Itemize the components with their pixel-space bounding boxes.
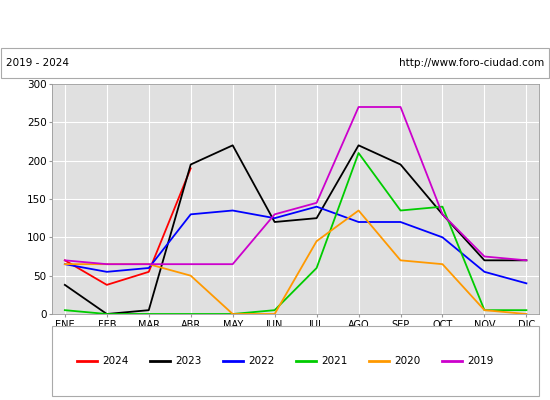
Text: http://www.foro-ciudad.com: http://www.foro-ciudad.com: [399, 58, 544, 68]
FancyBboxPatch shape: [1, 48, 549, 78]
Text: 2022: 2022: [248, 356, 274, 366]
Text: 2019: 2019: [467, 356, 493, 366]
Text: 2024: 2024: [102, 356, 128, 366]
Text: Evolucion Nº Turistas Extranjeros en el municipio de Nuévalos: Evolucion Nº Turistas Extranjeros en el …: [69, 18, 481, 30]
Text: 2019 - 2024: 2019 - 2024: [6, 58, 69, 68]
Text: 2021: 2021: [321, 356, 347, 366]
FancyBboxPatch shape: [52, 326, 539, 396]
Text: 2023: 2023: [175, 356, 201, 366]
Text: 2020: 2020: [394, 356, 420, 366]
